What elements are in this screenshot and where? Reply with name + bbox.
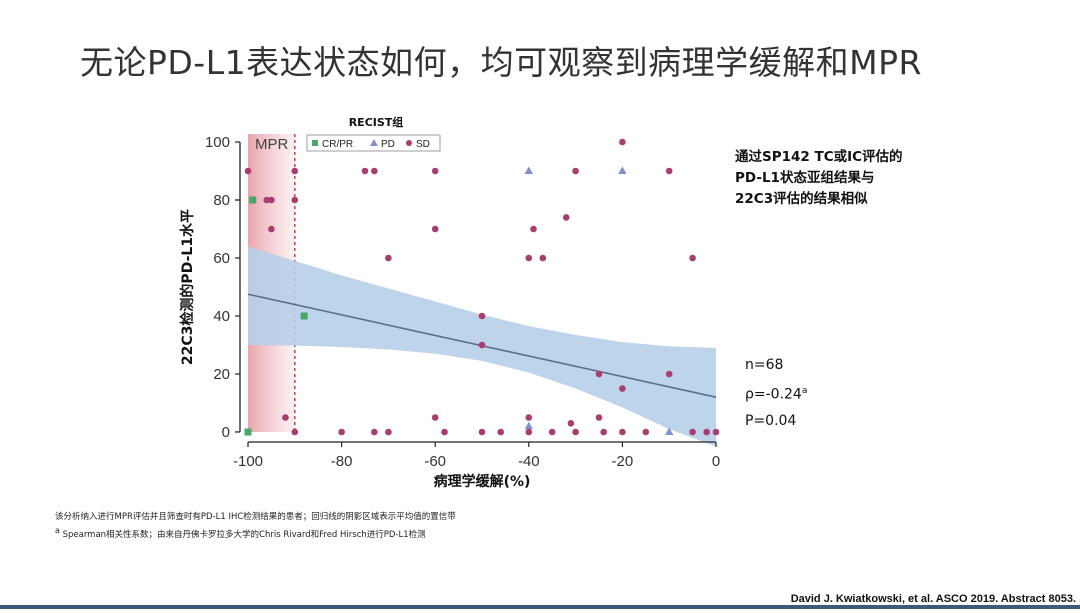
point-sd (478, 312, 486, 320)
axes: 0 20 40 60 80 100 -100 -80 -60 -40 -20 0 (205, 134, 720, 470)
point-sd (595, 370, 603, 378)
point-sd (361, 167, 369, 175)
point-sd (572, 428, 579, 436)
point-sd (689, 254, 696, 262)
point-sd (431, 414, 439, 421)
point-cr-pr (300, 312, 308, 320)
footnote-line2: Spearman相关性系数；由来自丹佛卡罗拉多大学的Chris Rivard和F… (59, 529, 426, 540)
x-tick-label: -40 (518, 453, 540, 470)
point-sd (497, 428, 505, 436)
point-sd (712, 428, 720, 436)
mpr-label: MPR (255, 136, 289, 153)
point-sd (268, 196, 275, 204)
legend-title: RECIST组 (349, 115, 404, 129)
point-sd (548, 428, 556, 436)
bottom-rule (0, 605, 1080, 609)
point-sd (291, 428, 299, 436)
legend-marker-sd (406, 140, 412, 146)
point-pd (618, 166, 627, 174)
stat-p: P=0.04 (745, 412, 797, 429)
point-sd (703, 428, 710, 436)
point-sd (244, 167, 252, 175)
stat-rho: ρ=-0.24 (745, 386, 802, 403)
point-sd (291, 167, 299, 175)
point-cr-pr (249, 196, 257, 204)
footnote-line2-row: a Spearman相关性系数；由来自丹佛卡罗拉多大学的Chris Rivard… (55, 524, 456, 542)
point-pd (524, 166, 533, 174)
legend-label: CR/PR (322, 139, 353, 150)
point-sd (291, 196, 299, 204)
point-cr-pr (244, 428, 252, 436)
slide-title: 无论PD-L1表达状态如何，均可观察到病理学缓解和MPR (80, 43, 922, 82)
data-points (244, 138, 720, 436)
y-tick-label: 20 (213, 366, 230, 383)
axis-labels: 病理学缓解(%) 22C3检测的PD-L1水平 (179, 209, 530, 490)
point-sd (385, 254, 392, 262)
point-sd (562, 214, 570, 221)
point-sd (530, 225, 537, 233)
stat-n: n=68 (745, 357, 784, 373)
point-sd (642, 428, 650, 436)
point-sd (268, 225, 275, 233)
point-sd (619, 138, 626, 146)
point-sd (263, 196, 271, 204)
point-sd (619, 385, 626, 392)
point-sd (338, 428, 345, 436)
y-tick-label: 60 (213, 250, 230, 267)
stat-rho-sup: a (801, 386, 808, 396)
point-sd (431, 225, 439, 233)
citation: David J. Kwiatkowski, et al. ASCO 2019. … (790, 593, 1076, 605)
point-sd (600, 428, 607, 436)
point-sd (665, 370, 673, 378)
point-sd (567, 420, 575, 427)
point-sd (525, 414, 533, 421)
point-pd (524, 421, 533, 430)
point-sd (441, 428, 448, 436)
legend-label: PD (381, 139, 395, 150)
x-tick-label: -100 (233, 453, 263, 470)
point-sd (619, 428, 626, 436)
point-sd (282, 414, 289, 421)
point-sd (595, 414, 603, 421)
y-tick-label: 100 (205, 134, 230, 151)
y-tick-label: 80 (213, 192, 230, 209)
subgroup-note: 通过SP142 TC或IC评估的 PD-L1状态亚组结果与 22C3评估的结果相… (735, 149, 903, 207)
footnote-sup: a (55, 526, 60, 535)
stats-box: n=68 ρ=-0.24a P=0.04 (745, 352, 807, 434)
x-tick-label: 0 (712, 453, 720, 470)
point-sd (371, 428, 378, 436)
x-axis-title: 病理学缓解(%) (434, 473, 531, 490)
point-sd (371, 167, 378, 175)
y-tick-label: 0 (222, 424, 230, 441)
point-sd (539, 254, 547, 262)
legend: RECIST组 CR/PR PD SD (306, 115, 441, 152)
x-tick-label: -60 (424, 453, 446, 470)
x-tick-label: -80 (331, 453, 353, 470)
y-axis-title: 22C3检测的PD-L1水平 (179, 209, 196, 365)
point-sd (525, 254, 533, 262)
point-sd (478, 428, 486, 436)
x-tick-label: -20 (612, 453, 634, 470)
legend-marker-cr-pr (312, 140, 318, 146)
footnote-line1: 该分析纳入进行MPR评估并且筛查时有PD-L1 IHC检测结果的患者；回归线的阴… (55, 512, 456, 522)
point-sd (689, 428, 696, 436)
stat-rho-row: ρ=-0.24a (745, 378, 807, 408)
y-tick-label: 40 (213, 308, 230, 325)
legend-label: SD (416, 139, 430, 150)
point-sd (525, 428, 533, 436)
point-sd (572, 167, 579, 175)
point-sd (385, 428, 392, 436)
point-pd (665, 427, 674, 435)
point-sd (478, 341, 486, 349)
legend-marker-pd (370, 139, 378, 146)
point-sd (431, 167, 439, 175)
point-sd (665, 167, 673, 175)
footnote: 该分析纳入进行MPR评估并且筛查时有PD-L1 IHC检测结果的患者；回归线的阴… (55, 511, 456, 542)
